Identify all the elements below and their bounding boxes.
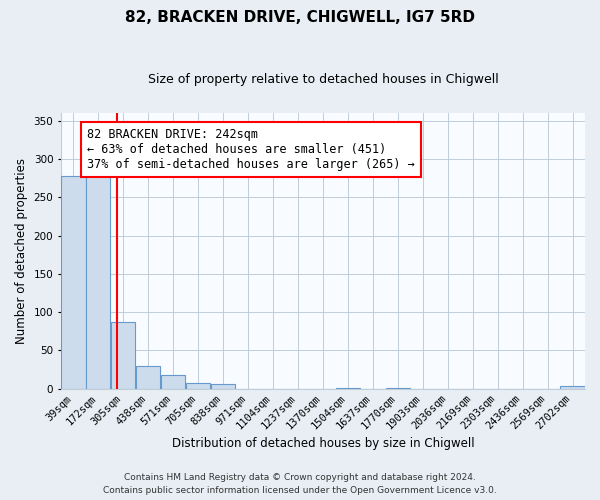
Text: 82, BRACKEN DRIVE, CHIGWELL, IG7 5RD: 82, BRACKEN DRIVE, CHIGWELL, IG7 5RD <box>125 10 475 25</box>
Y-axis label: Number of detached properties: Number of detached properties <box>15 158 28 344</box>
Title: Size of property relative to detached houses in Chigwell: Size of property relative to detached ho… <box>148 72 499 86</box>
Text: Contains HM Land Registry data © Crown copyright and database right 2024.
Contai: Contains HM Land Registry data © Crown c… <box>103 474 497 495</box>
X-axis label: Distribution of detached houses by size in Chigwell: Distribution of detached houses by size … <box>172 437 474 450</box>
Bar <box>111 322 136 388</box>
Bar <box>560 386 584 388</box>
Bar <box>186 383 211 388</box>
Bar <box>61 176 86 388</box>
Bar <box>211 384 235 388</box>
Bar <box>136 366 160 388</box>
Bar <box>86 166 110 388</box>
Bar <box>161 375 185 388</box>
Text: 82 BRACKEN DRIVE: 242sqm
← 63% of detached houses are smaller (451)
37% of semi-: 82 BRACKEN DRIVE: 242sqm ← 63% of detach… <box>87 128 415 172</box>
